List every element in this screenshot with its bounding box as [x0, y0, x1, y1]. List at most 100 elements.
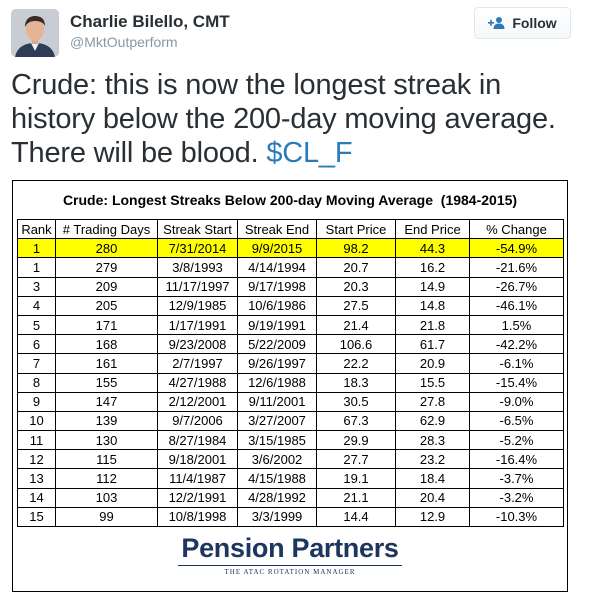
table-cell: 14.8 — [395, 295, 470, 316]
table-cell: -54.9% — [469, 238, 564, 259]
streaks-table: Rank # Trading Days Streak Start Streak End… — [17, 218, 564, 528]
table-cell: 12/9/1985 — [157, 295, 238, 316]
table-cell: 205 — [55, 295, 158, 316]
table-cell: 9 — [17, 391, 56, 412]
table-cell: 14 — [17, 487, 56, 508]
table-cell: 8/27/1984 — [157, 430, 238, 451]
table-cell: 112 — [55, 468, 158, 489]
table-cell: 106.6 — [316, 334, 396, 355]
table-cell: 11/4/1987 — [157, 468, 238, 489]
table-title: Crude: Longest Streaks Below 200-day Mov… — [62, 192, 518, 208]
table-cell: 4/14/1994 — [237, 257, 317, 278]
table-cell: 9/26/1997 — [237, 353, 317, 374]
follow-button[interactable]: Follow — [474, 7, 571, 39]
author-handle[interactable]: @MktOutperform — [70, 34, 178, 50]
table-cell: 279 — [55, 257, 158, 278]
table-cell: 28.3 — [395, 430, 470, 451]
table-cell: -9.0% — [469, 391, 564, 412]
table-row: 15 99 10/8/1998 3/3/1999 14.4 12.9 -10.3% — [17, 506, 564, 528]
table-cell: 16.2 — [395, 257, 470, 278]
table-row: 7 161 2/7/1997 9/26/1997 22.2 20.9 -6.1% — [17, 353, 564, 374]
table-cell: 4/15/1988 — [237, 468, 317, 489]
table-row: 12 115 9/18/2001 3/6/2002 27.7 23.2 -16.4% — [17, 449, 564, 470]
table-cell: 21.8 — [395, 314, 470, 336]
table-cell: -16.4% — [469, 449, 564, 470]
table-cell: 6 — [17, 334, 56, 355]
table-cell: 5/22/2009 — [237, 334, 317, 355]
table-cell: 115 — [55, 449, 158, 470]
streaks-table-image[interactable]: Crude: Longest Streaks Below 200-day Mov… — [12, 180, 568, 592]
table-cell: 9/18/2001 — [157, 449, 238, 470]
table-cell: 61.7 — [395, 334, 470, 355]
table-cell: 27.7 — [316, 449, 396, 470]
column-header: # Trading Days — [55, 218, 158, 240]
table-cell: 280 — [55, 238, 158, 259]
table-row: 3 209 11/17/1997 9/17/1998 20.3 14.9 -26.7% — [17, 276, 564, 297]
table-cell: 147 — [55, 391, 158, 412]
table-row: 5 171 1/17/1991 9/19/1991 21.4 21.8 1.5% — [17, 314, 564, 336]
brand-logo: Pension Partners THE ATAC ROTATION MANAG… — [13, 533, 567, 576]
column-header: Start Price — [316, 218, 396, 240]
table-cell: 168 — [55, 334, 158, 355]
table-cell: 4/27/1988 — [157, 372, 238, 393]
table-cell: 3/15/1985 — [237, 430, 317, 451]
table-row: 6 168 9/23/2008 5/22/2009 106.6 61.7 -42.2% — [17, 334, 564, 355]
table-cell: 2/7/1997 — [157, 353, 238, 374]
follow-label: Follow — [512, 15, 557, 31]
table-row: 4 205 12/9/1985 10/6/1986 27.5 14.8 -46.1% — [17, 295, 564, 316]
table-cell: 19.1 — [316, 468, 396, 489]
table-cell: 13 — [17, 468, 56, 489]
table-cell: 20.9 — [395, 353, 470, 374]
table-cell: 62.9 — [395, 410, 470, 432]
table-cell: 10 — [17, 410, 56, 432]
column-header: End Price — [395, 218, 470, 240]
table-cell: 2/12/2001 — [157, 391, 238, 412]
table-cell: 14.9 — [395, 276, 470, 297]
table-cell: -42.2% — [469, 334, 564, 355]
table-cell: 171 — [55, 314, 158, 336]
column-header: Rank — [17, 218, 56, 240]
brand-name: Pension Partners — [181, 533, 399, 563]
table-cell: 1 — [17, 257, 56, 278]
profile-photo — [11, 9, 59, 57]
table-cell: 11/17/1997 — [157, 276, 238, 297]
table-cell: 7/31/2014 — [157, 238, 238, 259]
table-cell: 20.4 — [395, 487, 470, 508]
table-cell: 12.9 — [395, 506, 470, 528]
table-cell: 3 — [17, 276, 56, 297]
table-cell: 9/7/2006 — [157, 410, 238, 432]
table-cell: 18.4 — [395, 468, 470, 489]
avatar[interactable] — [11, 9, 59, 57]
table-cell: -3.7% — [469, 468, 564, 489]
table-cell: 12/2/1991 — [157, 487, 238, 508]
table-cell: 67.3 — [316, 410, 396, 432]
table-cell: -6.1% — [469, 353, 564, 374]
table-cell: 98.2 — [316, 238, 396, 259]
author-name[interactable]: Charlie Bilello, CMT — [70, 12, 230, 31]
table-cell: 209 — [55, 276, 158, 297]
table-cell: 12/6/1988 — [237, 372, 317, 393]
table-cell: 27.5 — [316, 295, 396, 316]
tweet-text: Crude: this is now the longest streak in… — [11, 68, 586, 170]
table-cell: 155 — [55, 372, 158, 393]
table-cell: 4/28/1992 — [237, 487, 317, 508]
table-cell: 15.5 — [395, 372, 470, 393]
table-cell: -15.4% — [469, 372, 564, 393]
table-cell: 1/17/1991 — [157, 314, 238, 336]
table-cell: 20.3 — [316, 276, 396, 297]
table-cell: 30.5 — [316, 391, 396, 412]
table-row: 13 112 11/4/1987 4/15/1988 19.1 18.4 -3.7% — [17, 468, 564, 489]
table-cell: -6.5% — [469, 410, 564, 432]
table-cell: 21.1 — [316, 487, 396, 508]
table-row: 9 147 2/12/2001 9/11/2001 30.5 27.8 -9.0% — [17, 391, 564, 412]
table-cell: -5.2% — [469, 430, 564, 451]
cashtag-link[interactable]: $CL_F — [266, 137, 353, 169]
table-cell: 15 — [17, 506, 56, 528]
table-cell: 9/9/2015 — [237, 238, 317, 259]
table-cell: -21.6% — [469, 257, 564, 278]
table-cell: 130 — [55, 430, 158, 451]
table-cell: 9/17/1998 — [237, 276, 317, 297]
table-cell: 7 — [17, 353, 56, 374]
table-cell: 44.3 — [395, 238, 470, 259]
table-cell: 161 — [55, 353, 158, 374]
